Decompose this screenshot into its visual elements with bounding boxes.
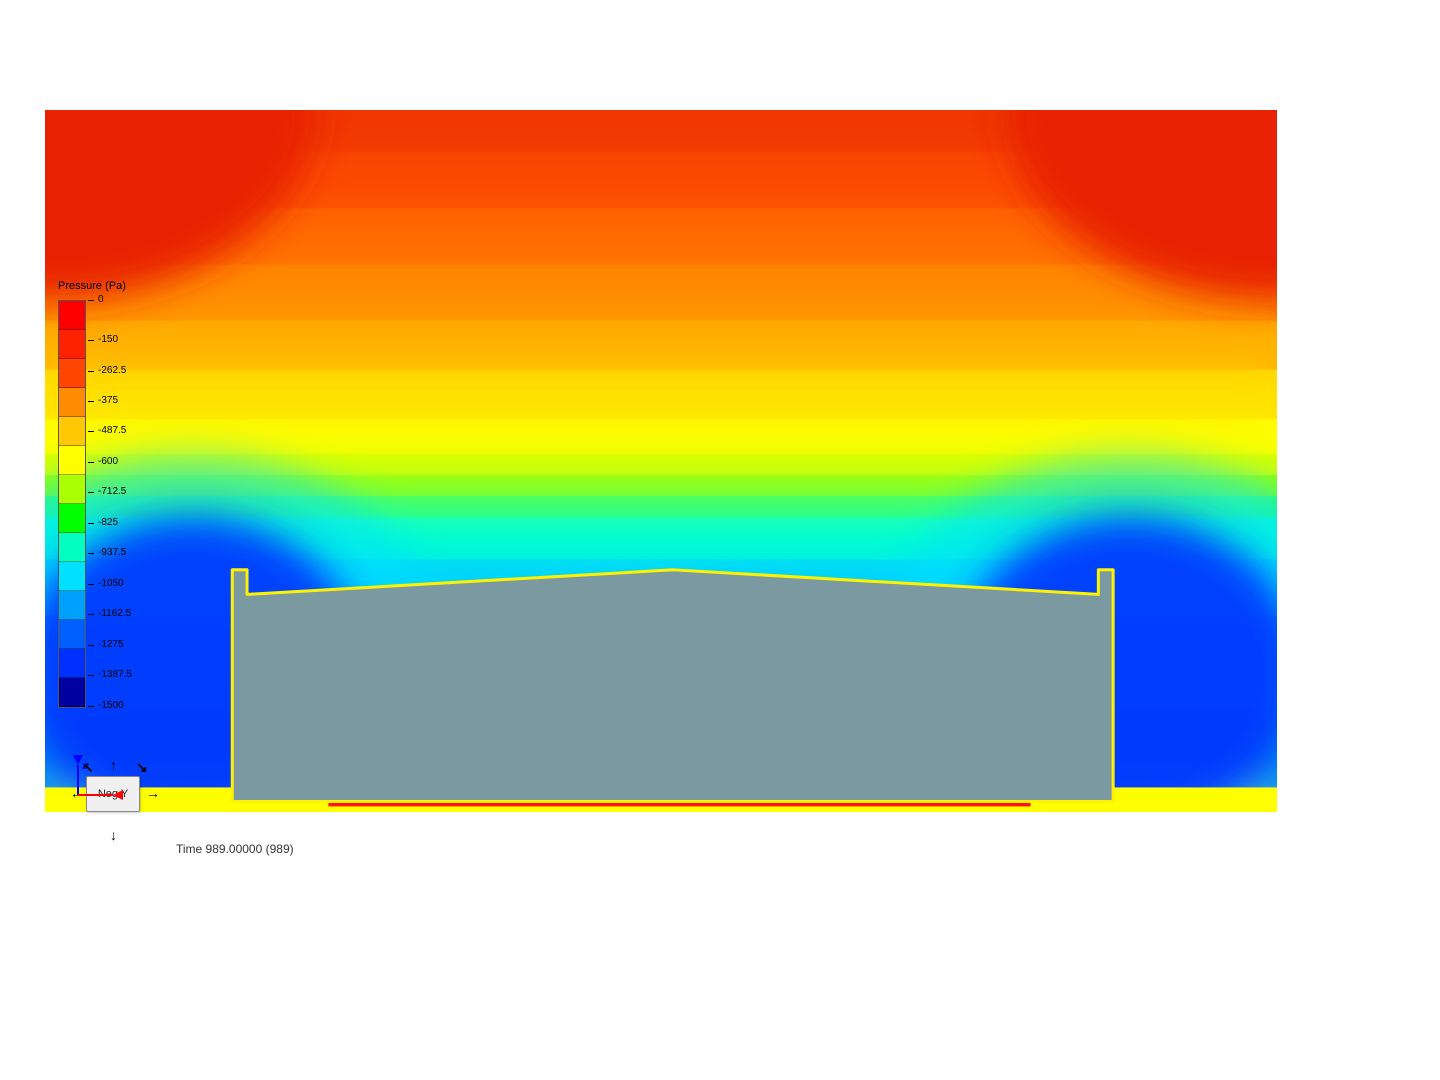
legend-swatch (59, 330, 85, 359)
legend-swatch (59, 591, 85, 620)
legend-tick-label: -1050 (98, 578, 124, 589)
legend-title: Pressure (Pa) (58, 280, 148, 292)
legend-tick-label: -600 (98, 456, 118, 467)
axis-label: z (82, 761, 87, 772)
legend-tick-label: -825 (98, 517, 118, 528)
legend-swatch (59, 533, 85, 562)
legend-swatch (59, 678, 85, 707)
legend-swatch (59, 649, 85, 678)
legend-swatch (59, 388, 85, 417)
legend-tick-label: -712.5 (98, 486, 126, 497)
legend-tick-label: -1387.5 (98, 669, 132, 680)
color-legend: Pressure (Pa) 0 -150 -262.5 -375 -487.5 -600 -7… (58, 280, 148, 708)
legend-swatch (59, 301, 85, 330)
legend-tick-label: 0 (98, 294, 104, 305)
axis-label: x (116, 790, 121, 801)
legend-swatch (59, 446, 85, 475)
legend-tick-label: -375 (98, 395, 118, 406)
building-section (232, 570, 1113, 802)
legend-swatch (59, 504, 85, 533)
legend-tick-label: -487.5 (98, 425, 126, 436)
legend-tick-label: -1500 (98, 700, 124, 711)
legend-swatch (59, 417, 85, 446)
legend-colorbar (58, 300, 86, 708)
legend-swatch (59, 620, 85, 649)
legend-swatch (59, 475, 85, 504)
nav-arrow-down-icon[interactable]: ↓ (110, 828, 117, 842)
time-readout: Time 989.00000 (989) (176, 842, 294, 856)
legend-swatch (59, 359, 85, 388)
nav-arrow-right-icon[interactable]: → (146, 786, 160, 800)
legend-tick-label: -937.5 (98, 547, 126, 558)
legend-tick-label: -150 (98, 334, 118, 345)
pressure-field-viewport[interactable] (45, 110, 1277, 812)
legend-tick-label: -262.5 (98, 365, 126, 376)
legend-tick-label: -1162.5 (98, 608, 131, 619)
legend-tick-label: -1275 (98, 639, 124, 650)
axis-triad: zx (58, 750, 138, 810)
legend-swatch (59, 562, 85, 591)
